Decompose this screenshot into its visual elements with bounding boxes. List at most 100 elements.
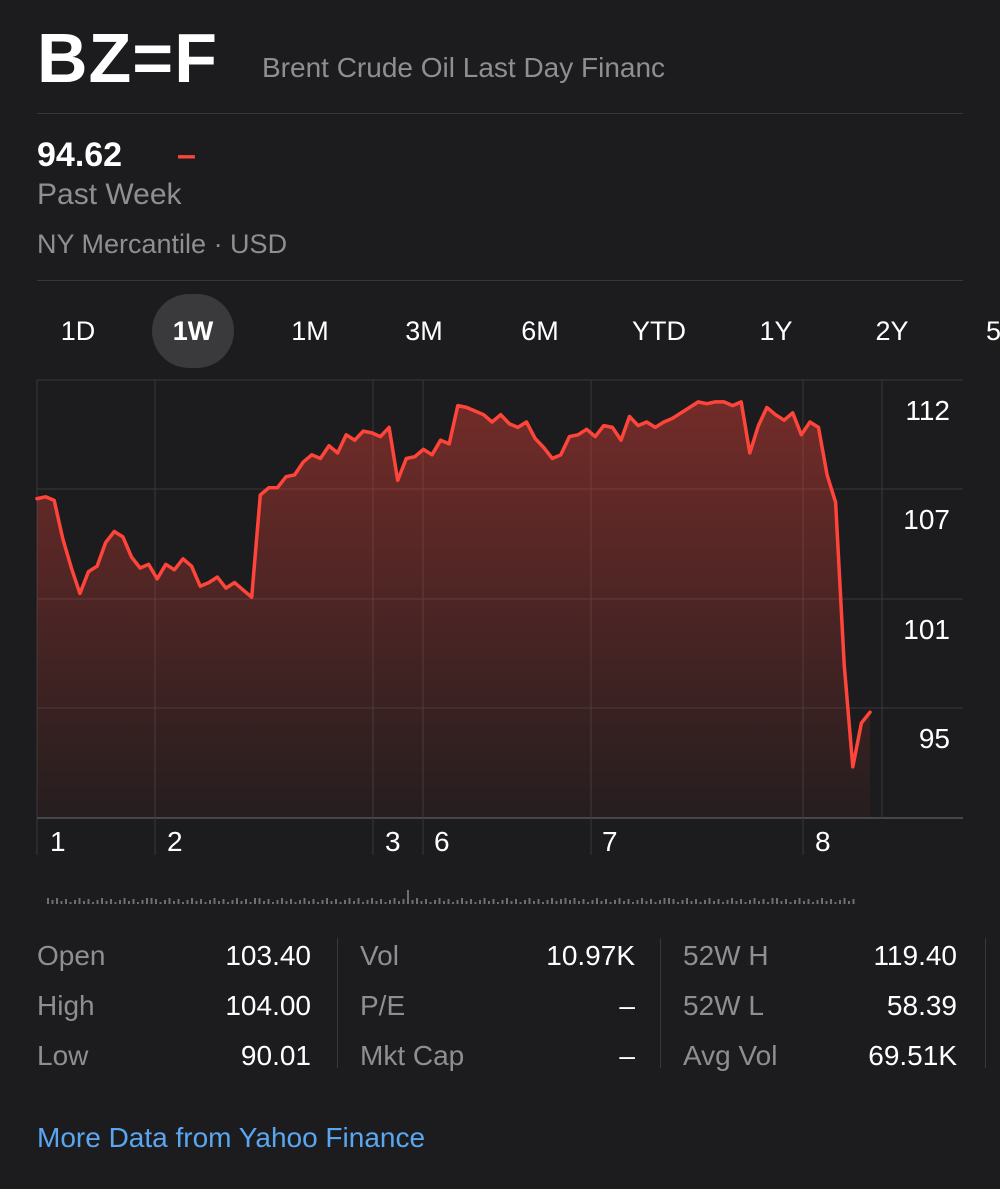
volume-bar (641, 898, 643, 904)
column-divider (337, 938, 338, 1068)
volume-bar (60, 901, 63, 904)
volume-bar (141, 900, 144, 904)
price-line (35, 400, 872, 769)
volume-bar (245, 899, 247, 904)
volume-bar (686, 898, 688, 904)
volume-bar (564, 898, 567, 904)
stat-value: 10.97K (546, 940, 635, 971)
volume-bar (524, 900, 526, 904)
range-tab-ytd[interactable]: YTD (632, 316, 686, 346)
volume-bar (830, 899, 832, 904)
volume-bar (105, 901, 108, 904)
volume-bar (636, 900, 639, 904)
range-tab-1d[interactable]: 1D (60, 316, 96, 346)
volume-bar (236, 898, 238, 904)
volume-bar (663, 898, 666, 904)
volume-bar (537, 899, 540, 904)
range-tab-3m[interactable]: 3M (405, 316, 443, 346)
volume-bar (551, 898, 553, 904)
price-area-fill (37, 401, 870, 818)
volume-bar (173, 901, 175, 904)
column-divider (985, 938, 986, 1068)
volume-bar (825, 901, 828, 904)
volume-bar (848, 901, 850, 904)
x-tick-label: 2 (167, 826, 183, 857)
column-divider (660, 938, 661, 1068)
volume-bar (452, 902, 454, 904)
range-tab-1w[interactable]: 1W (152, 294, 234, 368)
volume-bar (627, 899, 630, 904)
volume-bar (434, 900, 436, 904)
stat-value: 104.00 (225, 990, 311, 1021)
volume-bar (326, 898, 328, 904)
stats-column: Vol 10.97K P/E – Mkt Cap – (360, 930, 635, 1080)
volume-bar (101, 898, 103, 904)
volume-bar (74, 900, 76, 904)
volume-bar (767, 902, 769, 904)
volume-bar (776, 898, 778, 904)
range-tab-1m[interactable]: 1M (291, 316, 329, 346)
volume-bar (582, 899, 585, 904)
y-tick-label: 95 (919, 723, 950, 754)
x-tick-label: 7 (602, 826, 618, 857)
more-data-link[interactable]: More Data from Yahoo Finance (37, 1122, 426, 1153)
volume-bar (758, 901, 760, 904)
stat-label: Low (37, 1040, 89, 1071)
exchange-label: NY Mercantile · USD (37, 229, 288, 259)
volume-bar (276, 900, 279, 904)
volume-bar (816, 900, 819, 904)
volume-bar (659, 900, 661, 904)
volume-bar (645, 901, 648, 904)
volume-bar (272, 902, 274, 904)
volume-bar (312, 899, 315, 904)
volume-bar (749, 900, 751, 904)
stat-label: 52W L (683, 990, 764, 1021)
price-change: – (177, 136, 196, 174)
volume-bar (578, 901, 580, 904)
volume-bar (308, 901, 310, 904)
stat-label: Open (37, 940, 106, 971)
volume-bar (461, 898, 463, 904)
volume-bar (456, 900, 459, 904)
volume-bar (587, 902, 589, 904)
volume-bar (231, 900, 234, 904)
volume-bar (92, 902, 94, 904)
stat-value: 69.51K (868, 1040, 957, 1071)
volume-bars (47, 890, 855, 904)
price-chart[interactable]: 112 107 101 95 1 2 3 6 7 8 (0, 375, 1000, 865)
volume-bar (821, 898, 823, 904)
volume-bar (222, 899, 225, 904)
volume-bar (609, 902, 612, 904)
range-selector: 1D 1W 1M 3M 6M YTD 1Y 2Y 5 (0, 294, 1000, 368)
volume-bar (794, 900, 796, 904)
volume-bar (479, 900, 481, 904)
volume-bar (690, 901, 693, 904)
stat-label: 52W H (683, 940, 769, 971)
stat-pe: P/E – (360, 980, 635, 1030)
volume-bar (510, 901, 513, 904)
x-tick-label: 6 (434, 826, 450, 857)
volume-bar (402, 899, 405, 904)
volume-bar (366, 900, 369, 904)
price-block: 94.62 – (37, 134, 196, 176)
volume-bar (191, 898, 193, 904)
header-divider (37, 113, 963, 114)
volume-bar (168, 898, 171, 904)
range-tab-1y[interactable]: 1Y (759, 316, 793, 346)
volume-bar (353, 901, 355, 904)
volume-bar (177, 899, 180, 904)
volume-bar (362, 902, 364, 904)
range-tab-6m[interactable]: 6M (521, 316, 559, 346)
range-tab-5y[interactable]: 5 (986, 316, 1000, 346)
volume-bar (339, 902, 342, 904)
volume-bar (681, 900, 684, 904)
stat-label: Mkt Cap (360, 1040, 465, 1071)
volume-bar (596, 898, 598, 904)
company-name: Brent Crude Oil Last Day Financ (262, 52, 666, 83)
volume-bar (569, 900, 571, 904)
x-tick-label: 3 (385, 826, 401, 857)
volume-bar (803, 901, 805, 904)
volume-bar (465, 901, 468, 904)
range-tab-2y[interactable]: 2Y (875, 316, 909, 346)
volume-bar (186, 900, 189, 904)
